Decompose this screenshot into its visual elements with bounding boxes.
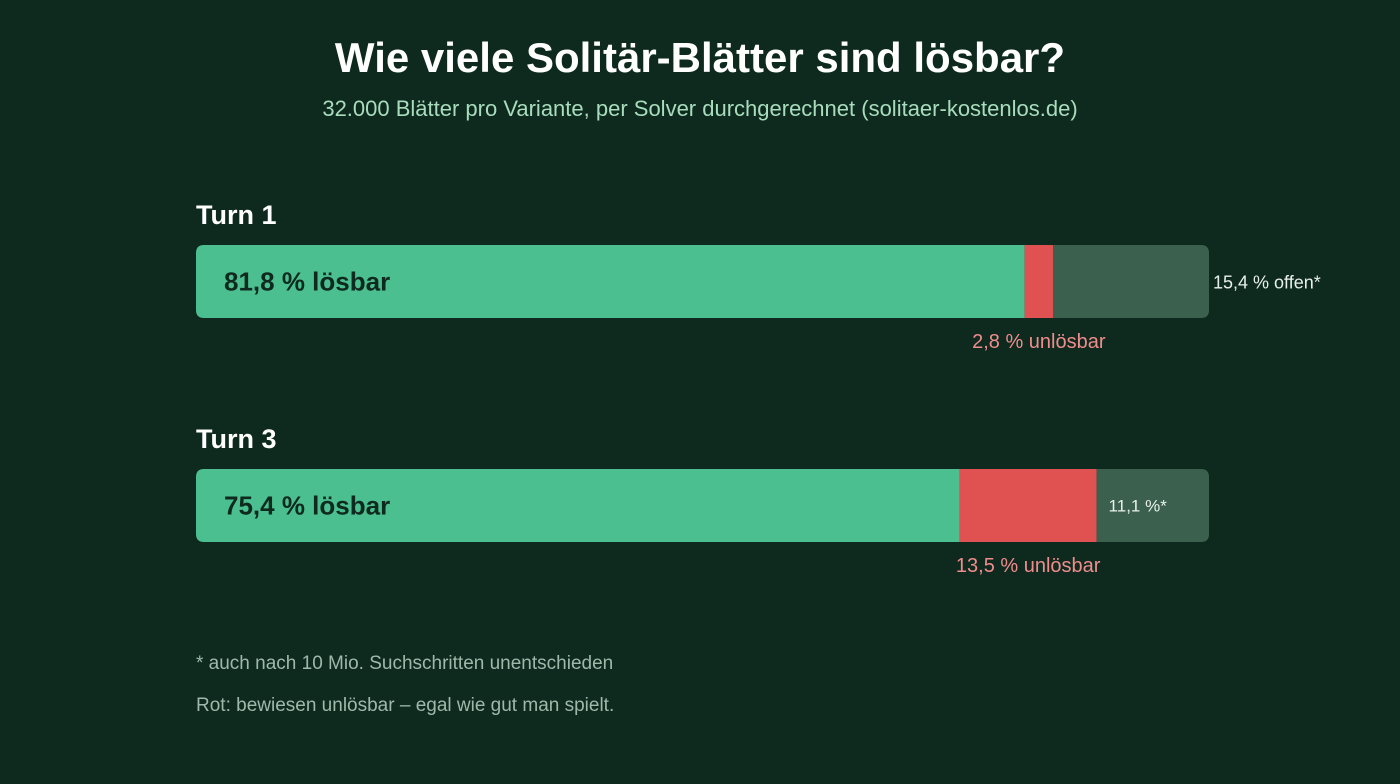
bar-turn-1-solvable bbox=[196, 245, 1025, 318]
bar-label-turn-3-unsolvable: 13,5 % unlösbar bbox=[956, 555, 1101, 577]
footnote-open: * auch nach 10 Mio. Suchschritten unents… bbox=[196, 653, 614, 674]
bar-label-turn-3-solvable: 75,4 % lösbar bbox=[224, 491, 390, 521]
bar-turn-3-unsolvable bbox=[959, 469, 1097, 542]
category-label-turn-1: Turn 1 bbox=[196, 200, 277, 230]
bar-turn-1-open bbox=[1052, 245, 1209, 318]
chart-subtitle: 32.000 Blätter pro Variante, per Solver … bbox=[322, 96, 1078, 121]
chart-title: Wie viele Solitär-Blätter sind lösbar? bbox=[334, 34, 1066, 81]
bar-label-turn-1-solvable: 81,8 % lösbar bbox=[224, 267, 390, 297]
bar-label-turn-1-unsolvable: 2,8 % unlösbar bbox=[972, 331, 1106, 353]
bar-label-turn-3-open: 11,1 %* bbox=[1109, 497, 1168, 516]
category-label-turn-3: Turn 3 bbox=[196, 424, 277, 454]
bar-turn-1-unsolvable bbox=[1024, 245, 1053, 318]
bar-label-turn-1-open: 15,4 % offen* bbox=[1213, 273, 1321, 293]
bar-turn-3-open bbox=[1096, 469, 1209, 542]
footnote-unsolvable: Rot: bewiesen unlösbar – egal wie gut ma… bbox=[196, 695, 615, 716]
bar-turn-3-solvable bbox=[196, 469, 960, 542]
